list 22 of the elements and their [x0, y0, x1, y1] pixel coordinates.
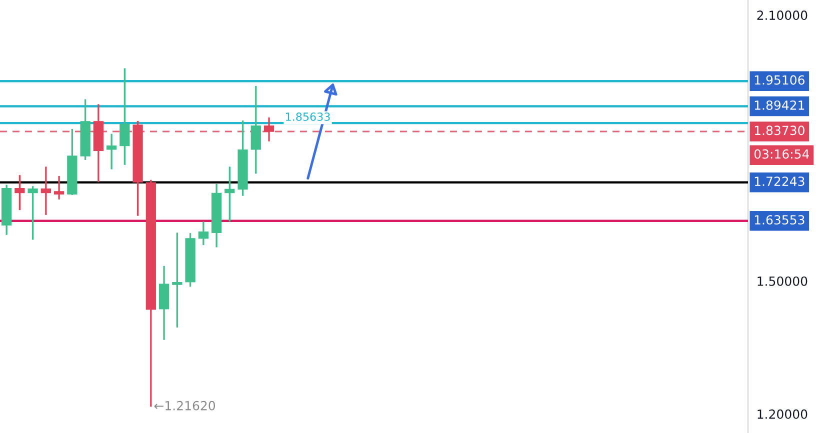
y-tick-label: 1.50000: [758, 276, 808, 286]
ref-line-label: 1.63553: [754, 215, 804, 225]
ref-line-label: 1.89421: [754, 100, 804, 110]
ref-line-label: 1.95106: [754, 75, 804, 85]
candlestick: [14, 174, 25, 211]
candlestick: [172, 232, 182, 328]
ref-line-label: 1.72243: [754, 176, 804, 186]
candlestick: [198, 220, 208, 246]
text: 03:16:54: [754, 149, 809, 159]
candlestick: [28, 185, 38, 241]
candlestick: [224, 166, 235, 222]
candlestick: [40, 166, 52, 216]
candlestick: [54, 175, 64, 200]
ref-line-label: 1.85633: [286, 112, 330, 121]
candlestick: [250, 85, 261, 175]
candlestick: [106, 133, 117, 170]
candlestick: [120, 67, 130, 166]
y-tick-label: 1.20000: [758, 409, 808, 419]
ref-line-label: 1.83730: [754, 126, 804, 136]
annotation: ←1.21620: [154, 400, 216, 410]
candlestick: [264, 116, 274, 142]
y-tick-label: 2.10000: [757, 10, 808, 20]
